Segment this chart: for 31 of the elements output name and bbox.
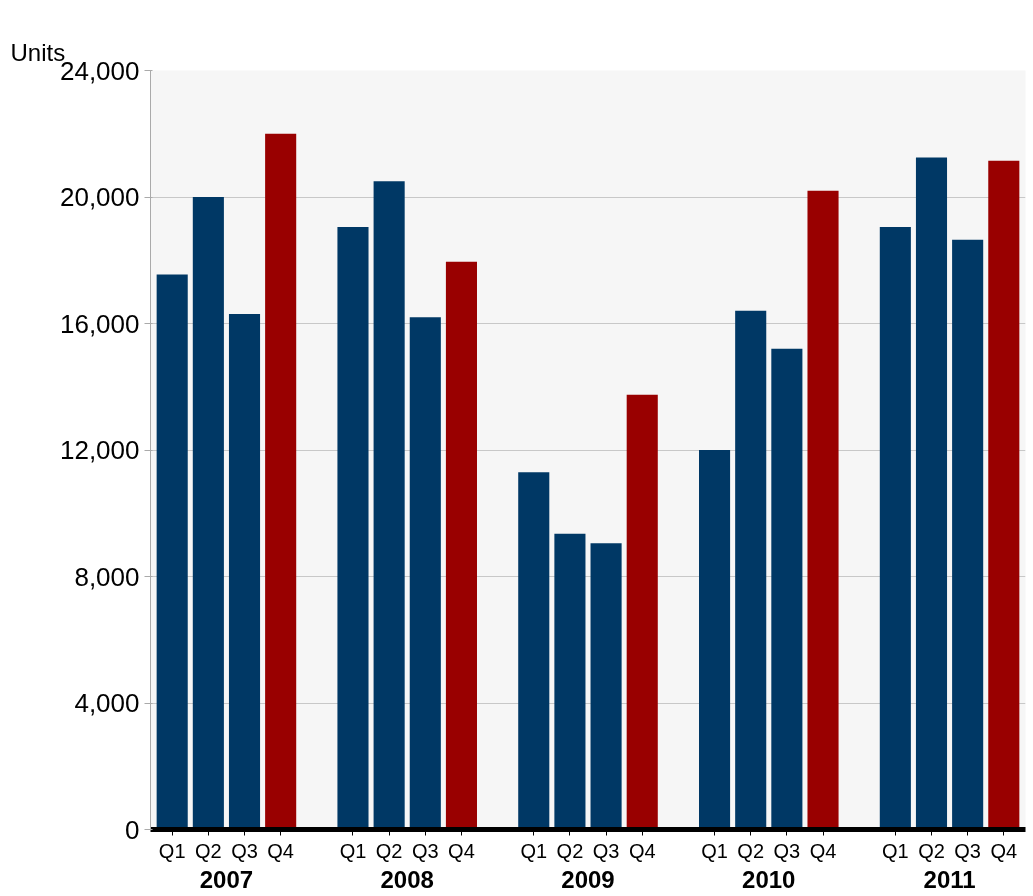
- x-tick-label: Q1: [158, 839, 186, 862]
- x-tick-label: Q4: [809, 839, 837, 862]
- x-tick-label: Q2: [737, 839, 765, 862]
- x-tick-label: Q2: [918, 839, 945, 862]
- x-tick-label: Q4: [448, 839, 475, 862]
- x-tick-label: Q3: [231, 839, 258, 862]
- text: 2008: [380, 865, 434, 893]
- x-tick-label: Q2: [556, 839, 584, 862]
- y-tick-label: 20,000: [59, 182, 140, 212]
- text: 2011: [923, 865, 976, 893]
- y-tick-label: 8,000: [74, 561, 140, 592]
- y-tick-label: 4,000: [74, 688, 140, 718]
- x-tick-label: Q2: [375, 839, 403, 862]
- x-tick-label: Q1: [881, 839, 909, 862]
- x-tick-label: Q2: [195, 839, 222, 862]
- text: 2010: [742, 865, 796, 893]
- x-tick-label: Q4: [990, 839, 1018, 862]
- x-tick-label: Q3: [592, 839, 620, 862]
- text: 2009: [561, 865, 615, 893]
- y-tick-label: 16,000: [59, 308, 140, 339]
- x-tick-label: Q3: [954, 839, 981, 862]
- y-tick-label: 0: [125, 814, 140, 845]
- x-tick-label: Q3: [411, 839, 439, 862]
- x-tick-label: Q1: [701, 839, 728, 862]
- x-tick-label: Q3: [773, 839, 801, 862]
- x-tick-label: Q1: [339, 839, 367, 862]
- x-tick-label: Q1: [520, 839, 548, 862]
- x-tick-label: Q4: [628, 839, 656, 862]
- y-tick-label: 12,000: [59, 435, 140, 465]
- text: 2007: [199, 865, 254, 893]
- x-tick-label: Q4: [267, 839, 295, 862]
